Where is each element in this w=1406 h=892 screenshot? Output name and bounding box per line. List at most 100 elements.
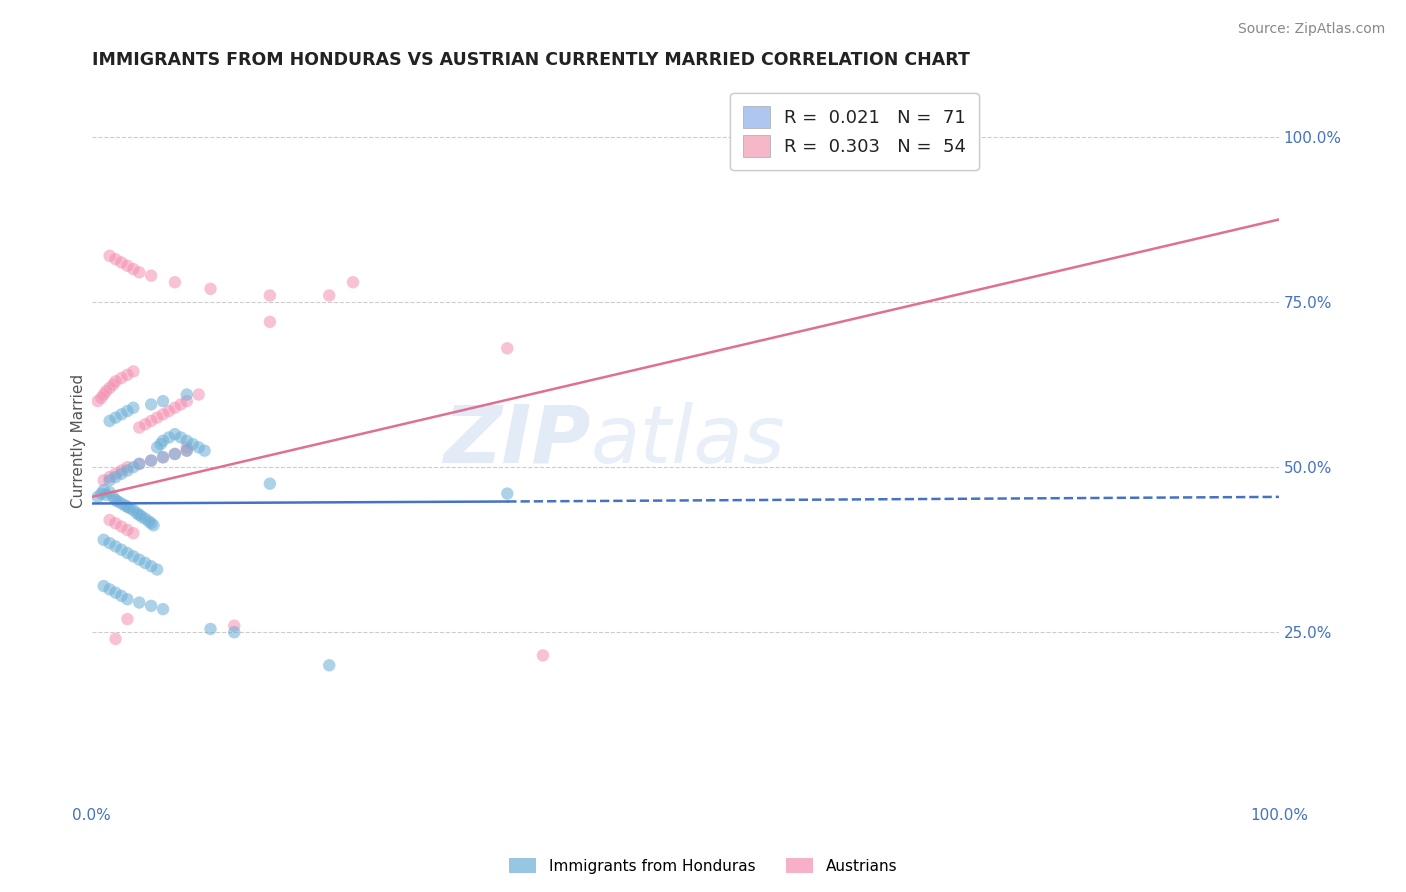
Point xyxy=(110,407,132,421)
Point xyxy=(318,658,340,673)
Text: atlas: atlas xyxy=(591,401,785,480)
Point xyxy=(122,401,145,415)
Point xyxy=(87,394,110,409)
Point xyxy=(224,618,246,632)
Point xyxy=(187,441,209,455)
Point xyxy=(87,490,110,504)
Point xyxy=(110,255,132,269)
Point xyxy=(496,341,519,355)
Point xyxy=(94,488,117,502)
Point xyxy=(163,275,186,289)
Point xyxy=(90,391,112,405)
Legend: Immigrants from Honduras, Austrians: Immigrants from Honduras, Austrians xyxy=(503,852,903,880)
Point xyxy=(101,490,124,504)
Point xyxy=(200,622,222,636)
Point xyxy=(104,493,127,508)
Point xyxy=(104,585,127,599)
Point xyxy=(98,470,121,484)
Point xyxy=(93,474,115,488)
Point xyxy=(117,592,139,607)
Point xyxy=(128,457,150,471)
Point xyxy=(141,414,163,428)
Point xyxy=(117,259,139,273)
Point xyxy=(128,265,150,279)
Point xyxy=(163,427,186,442)
Point xyxy=(107,494,129,508)
Point xyxy=(146,562,169,576)
Point xyxy=(117,612,139,626)
Point xyxy=(93,579,115,593)
Point xyxy=(141,453,163,467)
Point xyxy=(141,268,163,283)
Point xyxy=(104,410,127,425)
Point xyxy=(117,463,139,477)
Point xyxy=(163,447,186,461)
Point xyxy=(176,443,198,458)
Point xyxy=(176,394,198,409)
Point xyxy=(141,599,163,613)
Point xyxy=(152,450,174,465)
Point xyxy=(157,430,180,444)
Point xyxy=(157,404,180,418)
Point xyxy=(90,486,112,500)
Point xyxy=(149,437,172,451)
Text: IMMIGRANTS FROM HONDURAS VS AUSTRIAN CURRENTLY MARRIED CORRELATION CHART: IMMIGRANTS FROM HONDURAS VS AUSTRIAN CUR… xyxy=(91,51,970,69)
Point xyxy=(134,417,156,432)
Legend: R =  0.021   N =  71, R =  0.303   N =  54: R = 0.021 N = 71, R = 0.303 N = 54 xyxy=(730,93,979,169)
Point xyxy=(163,447,186,461)
Point xyxy=(110,463,132,477)
Point xyxy=(110,467,132,481)
Point xyxy=(138,514,160,528)
Point xyxy=(224,625,246,640)
Point xyxy=(122,549,145,564)
Point xyxy=(318,288,340,302)
Point xyxy=(146,410,169,425)
Point xyxy=(141,516,163,531)
Point xyxy=(104,632,127,646)
Point xyxy=(163,401,186,415)
Point xyxy=(122,364,145,378)
Point xyxy=(122,460,145,475)
Point xyxy=(496,486,519,500)
Point xyxy=(118,501,141,516)
Point xyxy=(117,546,139,560)
Point xyxy=(181,437,204,451)
Point xyxy=(131,509,153,524)
Point xyxy=(110,519,132,533)
Point xyxy=(114,499,136,513)
Point xyxy=(170,397,193,411)
Point xyxy=(98,536,121,550)
Point xyxy=(110,371,132,385)
Point xyxy=(104,470,127,484)
Point xyxy=(110,496,132,510)
Point xyxy=(110,542,132,557)
Point xyxy=(104,467,127,481)
Point xyxy=(146,441,169,455)
Point xyxy=(170,430,193,444)
Point xyxy=(152,434,174,448)
Point xyxy=(134,556,156,570)
Point xyxy=(531,648,554,663)
Point xyxy=(259,288,281,302)
Point xyxy=(128,508,150,522)
Point xyxy=(122,526,145,541)
Point xyxy=(94,384,117,399)
Point xyxy=(98,381,121,395)
Point xyxy=(128,596,150,610)
Point xyxy=(117,368,139,382)
Point xyxy=(93,533,115,547)
Point xyxy=(117,500,139,514)
Point xyxy=(122,262,145,277)
Point xyxy=(117,404,139,418)
Point xyxy=(194,443,217,458)
Point xyxy=(104,540,127,554)
Point xyxy=(122,503,145,517)
Point xyxy=(117,523,139,537)
Point xyxy=(101,377,124,392)
Point xyxy=(176,441,198,455)
Point xyxy=(187,387,209,401)
Point xyxy=(93,483,115,498)
Point xyxy=(104,252,127,267)
Point xyxy=(152,394,174,409)
Y-axis label: Currently Married: Currently Married xyxy=(72,374,86,508)
